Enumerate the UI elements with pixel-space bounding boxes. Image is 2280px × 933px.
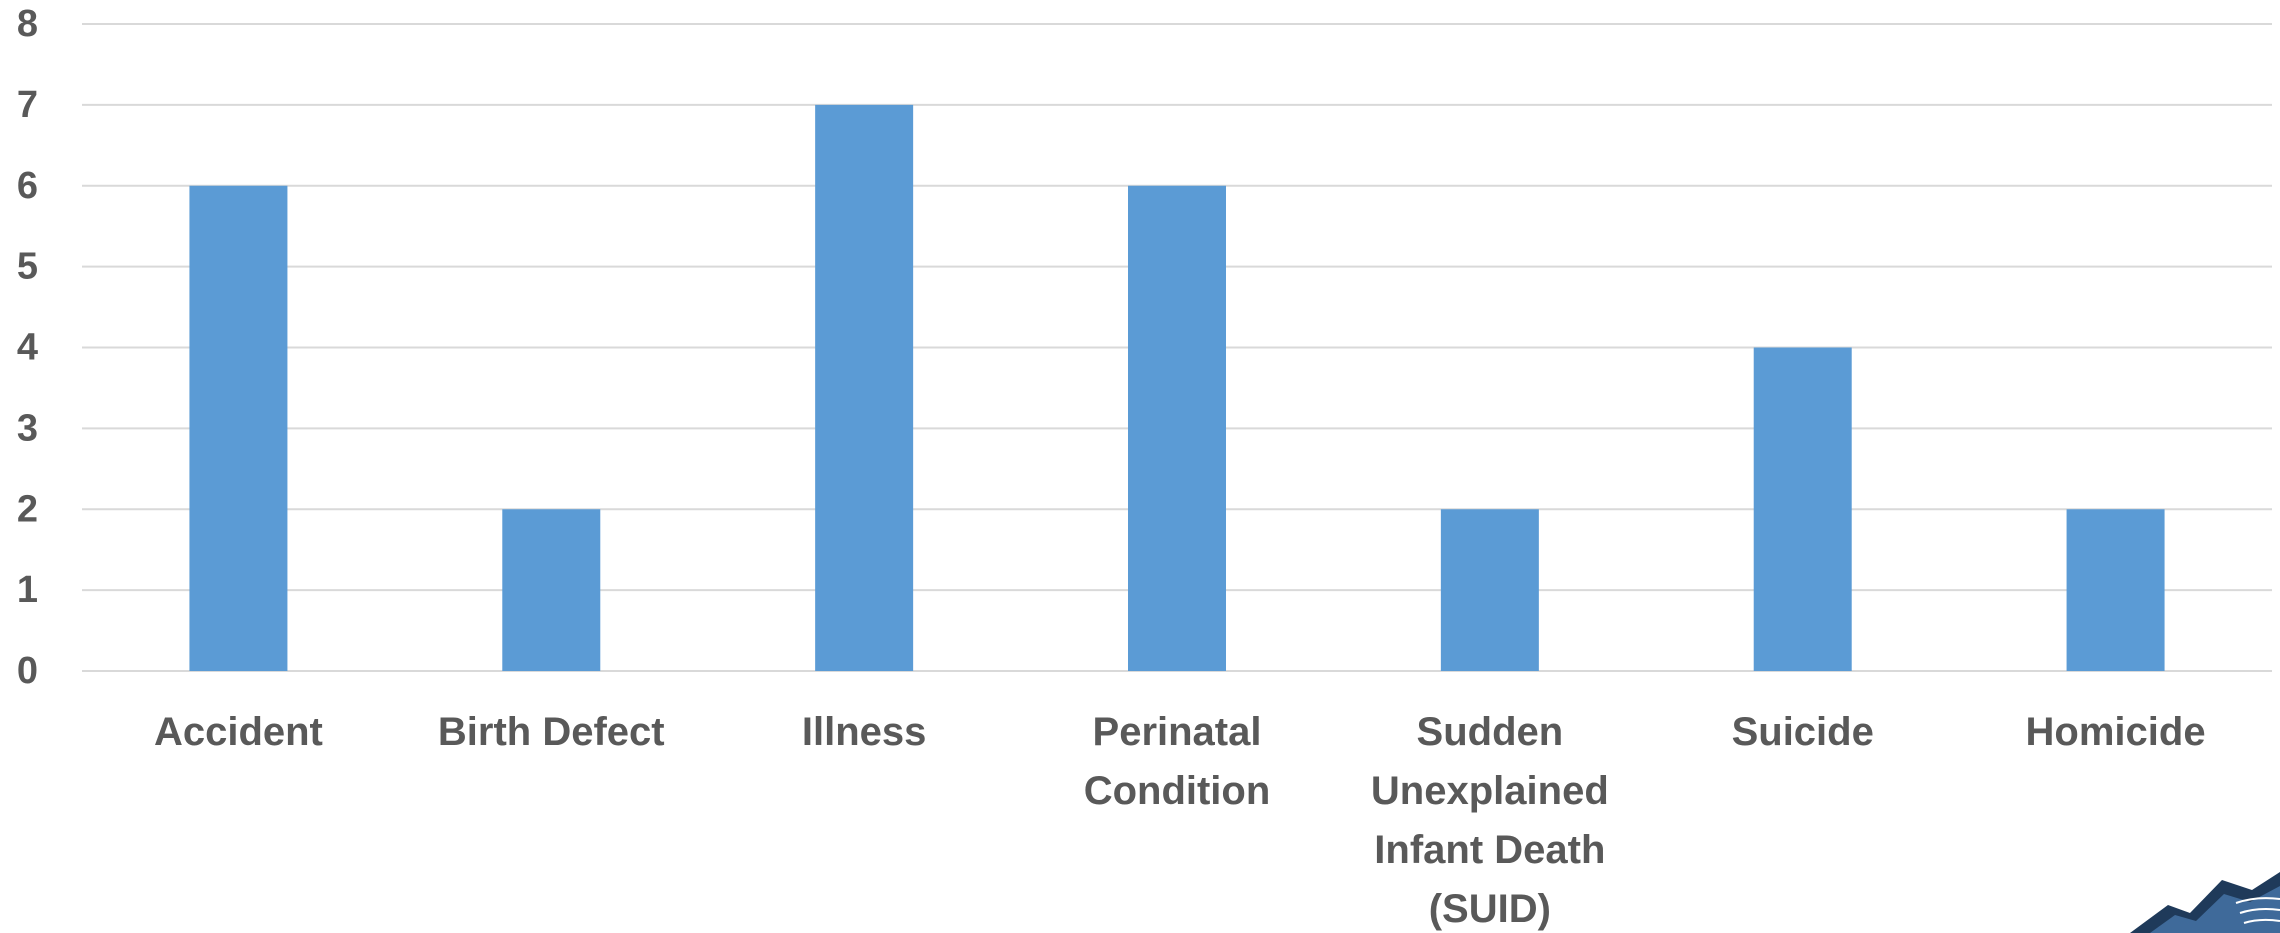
bar	[1753, 347, 1852, 671]
bars	[189, 104, 2165, 671]
x-category-label: Illness	[802, 710, 927, 754]
y-axis-tick-labels: 0 1 2 3 4 5 6 7 8	[17, 3, 38, 692]
y-tick-label: 8	[17, 3, 38, 45]
x-category-label-line: Illness	[802, 710, 927, 754]
x-category-label-line: Birth Defect	[438, 710, 665, 754]
bar	[2066, 509, 2165, 671]
y-tick-label: 2	[17, 488, 38, 530]
y-tick-label: 4	[17, 327, 38, 369]
x-category-label-line: Accident	[154, 710, 323, 754]
y-tick-label: 6	[17, 165, 38, 207]
x-category-label: Accident	[154, 710, 323, 754]
x-category-label: Perinatal Condition	[1084, 710, 1271, 813]
x-axis-category-labels: Accident Birth Defect Illness Perinatal Cond…	[154, 710, 2206, 931]
x-category-label: Suicide	[1732, 710, 1874, 754]
x-category-label: Birth Defect	[438, 710, 665, 754]
y-tick-label: 3	[17, 407, 38, 449]
bar	[1440, 509, 1539, 671]
x-category-label: Homicide	[2026, 710, 2206, 754]
x-category-label-line: Suicide	[1732, 710, 1874, 754]
mountain-logo-icon	[2130, 872, 2280, 933]
x-category-label: Sudden Unexplained Infant Death (SUID)	[1371, 710, 1609, 931]
x-category-label-line: Unexplained	[1371, 769, 1609, 813]
x-category-label-line: Sudden	[1417, 710, 1564, 754]
y-tick-label: 1	[17, 569, 38, 611]
y-tick-label: 0	[17, 650, 38, 692]
y-tick-label: 5	[17, 246, 38, 288]
bar	[189, 185, 288, 671]
x-category-label-line: Homicide	[2026, 710, 2206, 754]
bar	[1128, 185, 1226, 671]
y-tick-label: 7	[17, 84, 38, 126]
bar	[815, 104, 914, 671]
x-category-label-line: (SUID)	[1429, 887, 1551, 931]
x-category-label-line: Perinatal	[1093, 710, 1262, 754]
x-category-label-line: Condition	[1084, 769, 1271, 813]
bar	[502, 509, 601, 671]
x-category-label-line: Infant Death	[1374, 828, 1605, 872]
